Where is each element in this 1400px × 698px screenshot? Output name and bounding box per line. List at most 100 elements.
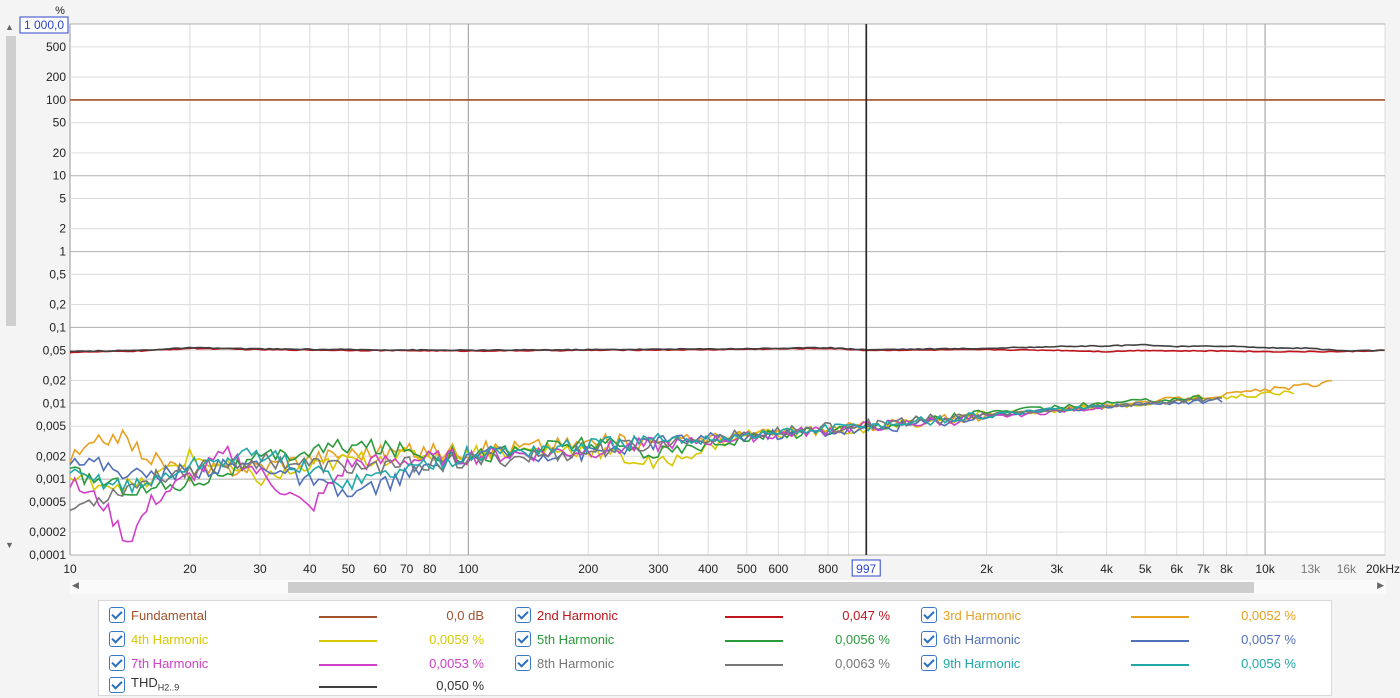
scroll-right-icon[interactable]: ▶ [1377, 580, 1384, 590]
x-tick-label: 800 [818, 562, 838, 576]
x-tick-label: 8k [1220, 562, 1234, 576]
x-tick-label: 60 [373, 562, 387, 576]
x-tick-label: 3k [1050, 562, 1064, 576]
y-unit-label: % [55, 5, 65, 17]
x-tick-label: 200 [578, 562, 598, 576]
h7-checkbox[interactable] [109, 655, 125, 671]
legend-swatch [1131, 616, 1189, 618]
y-max-box [19, 16, 69, 34]
legend-label: 4th Harmonic [131, 632, 209, 647]
x-tick-label: 50 [342, 562, 356, 576]
legend-item-fundamental: Fundamental 0,0 dB [109, 605, 489, 625]
x-tick-label: 16k [1337, 562, 1357, 576]
series-line-9th-harmonic [69, 404, 1103, 495]
y-tick-label: 0,005 [36, 419, 66, 433]
series-line-thd [69, 343, 1385, 353]
y-tick-label: 0,001 [36, 472, 66, 486]
h4-checkbox[interactable] [109, 631, 125, 647]
legend-label: 2nd Harmonic [537, 608, 618, 623]
legend-value: 0,0052 % [1241, 608, 1296, 623]
h6-checkbox[interactable] [921, 631, 937, 647]
y-tick-label: 1 [59, 245, 66, 259]
x-tick-label: 10k [1255, 562, 1275, 576]
legend-swatch [725, 664, 783, 666]
legend-item-5th-harmonic: 5th Harmonic 0,0056 % [515, 629, 895, 649]
scroll-up-icon[interactable]: ▲ [5, 22, 14, 32]
legend-value: 0,0063 % [835, 656, 890, 671]
legend-label: 7th Harmonic [131, 656, 209, 671]
x-tick-label: 2k [980, 562, 994, 576]
scroll-down-icon[interactable]: ▼ [5, 540, 14, 550]
legend-swatch [319, 640, 377, 642]
series-line-8th-harmonic [69, 396, 1223, 511]
horizontal-scrollbar[interactable]: ◀ ▶ [70, 580, 1386, 594]
legend-value: 0,0 dB [446, 608, 484, 623]
cursor-box [851, 559, 881, 577]
h3-checkbox[interactable] [921, 607, 937, 623]
legend-swatch [319, 686, 377, 688]
legend-value: 0,0057 % [1241, 632, 1296, 647]
h5-checkbox[interactable] [515, 631, 531, 647]
h9-checkbox[interactable] [921, 655, 937, 671]
legend-item-2nd-harmonic: 2nd Harmonic 0,047 % [515, 605, 895, 625]
legend-label: Fundamental [131, 608, 207, 623]
x-tick-label: 400 [698, 562, 718, 576]
legend-item-9th-harmonic: 9th Harmonic 0,0056 % [921, 653, 1301, 673]
legend-value: 0,047 % [842, 608, 890, 623]
y-max-label: 1 000,0 [24, 18, 64, 32]
x-tick-label: 40 [303, 562, 317, 576]
legend-label: 8th Harmonic [537, 656, 615, 671]
y-tick-label: 200 [46, 70, 66, 84]
legend-label: 6th Harmonic [943, 632, 1021, 647]
thd-checkbox[interactable] [109, 677, 125, 693]
scroll-left-icon[interactable]: ◀ [72, 580, 79, 590]
legend-value: 0,0053 % [429, 656, 484, 671]
y-tick-label: 0,1 [49, 320, 66, 334]
y-tick-label: 0,5 [49, 267, 66, 281]
x-tick-label: 70 [400, 562, 414, 576]
legend-label: 9th Harmonic [943, 656, 1021, 671]
vertical-scroll-thumb[interactable] [6, 36, 16, 326]
y-tick-label: 0,0005 [29, 495, 66, 509]
x-tick-label: 6k [1170, 562, 1184, 576]
legend-swatch [725, 640, 783, 642]
x-tick-label: 80 [423, 562, 437, 576]
legend-panel: Fundamental 0,0 dB 2nd Harmonic 0,047 % … [98, 600, 1332, 696]
y-tick-label: 0,0002 [29, 525, 66, 539]
x-tick-label: 13k [1301, 562, 1321, 576]
legend-value: 0,0056 % [1241, 656, 1296, 671]
y-tick-label: 10 [53, 169, 67, 183]
legend-swatch [319, 616, 377, 618]
h2-checkbox[interactable] [515, 607, 531, 623]
legend-item-6th-harmonic: 6th Harmonic 0,0057 % [921, 629, 1301, 649]
x-tick-label: 30 [253, 562, 267, 576]
y-tick-label: 0,0001 [29, 548, 66, 562]
cursor-label: 997 [856, 562, 876, 576]
legend-item-3rd-harmonic: 3rd Harmonic 0,0052 % [921, 605, 1301, 625]
horizontal-scroll-thumb[interactable] [288, 582, 1254, 593]
x-tick-label: 300 [648, 562, 668, 576]
y-tick-label: 0,002 [36, 449, 66, 463]
chart-area: 500 200 100 50 20 10 5 2 1 0,5 0,2 0,1 0,05 0,02 0,01 0… [0, 0, 1400, 580]
thd-subscript: H2..9 [157, 682, 180, 693]
legend-value: 0,0056 % [835, 632, 890, 647]
vertical-scrollbar[interactable]: ▲ ▼ [3, 22, 17, 552]
x-tick-label: 20kHz [1366, 562, 1400, 576]
y-tick-label: 100 [46, 93, 66, 107]
y-tick-label: 0,05 [43, 343, 67, 357]
legend-swatch [1131, 640, 1189, 642]
legend-swatch [725, 616, 783, 618]
y-tick-label: 2 [59, 222, 66, 236]
series-line-4th-harmonic [69, 390, 1295, 495]
legend-label: THDH2..9 [131, 675, 179, 693]
h8-checkbox[interactable] [515, 655, 531, 671]
legend-swatch [1131, 664, 1189, 666]
thd-label: THD [131, 675, 158, 690]
y-tick-label: 0,2 [49, 298, 66, 312]
y-tick-label: 5 [59, 192, 66, 206]
fundamental-checkbox[interactable] [109, 607, 125, 623]
x-tick-label: 7k [1197, 562, 1211, 576]
y-tick-label: 20 [53, 146, 67, 160]
distortion-plot[interactable]: 500 200 100 50 20 10 5 2 1 0,5 0,2 0,1 0,05 0,02 0,01 0… [0, 0, 1400, 580]
legend-label: 3rd Harmonic [943, 608, 1022, 623]
